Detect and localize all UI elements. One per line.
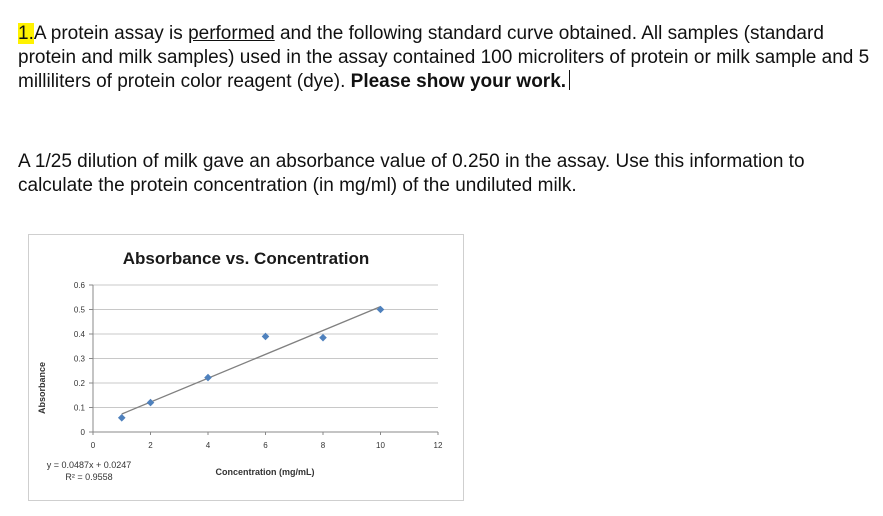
data-point <box>117 413 126 422</box>
question-paragraph: 1.A protein assay is performed and the f… <box>18 22 873 94</box>
question-text-part2: and the following standard curve obtaine… <box>18 23 870 92</box>
y-tick-label: 0.6 <box>74 281 86 290</box>
trendline-layer <box>121 306 381 415</box>
data-points <box>117 305 385 422</box>
x-tick-label: 10 <box>376 441 385 450</box>
question-text-part1: A protein assay is <box>33 23 189 44</box>
x-tick-label: 8 <box>321 441 326 450</box>
x-tick-label: 2 <box>148 441 153 450</box>
x-axis-label: Concentration (mg/mL) <box>216 467 315 477</box>
question-number: 1. <box>18 23 34 44</box>
y-tick-label: 0.4 <box>74 330 86 339</box>
y-axis-label: Absorbance <box>37 362 47 414</box>
data-point <box>204 373 212 382</box>
chart-title: Absorbance vs. Concentration <box>123 249 370 268</box>
y-tick-label: 0 <box>81 428 86 437</box>
bold-instruction: Please show your work. <box>350 71 567 92</box>
x-tick-label: 6 <box>263 441 268 450</box>
text-cursor <box>569 70 571 90</box>
data-point <box>146 398 155 407</box>
dilution-paragraph: A 1/25 dilution of milk gave an absorban… <box>18 151 805 196</box>
data-point <box>376 305 385 314</box>
underlined-word: performed <box>188 23 275 44</box>
y-tick-label: 0.2 <box>74 379 86 388</box>
y-tick-label: 0.5 <box>74 306 86 315</box>
r-squared-value: R² = 0.9558 <box>65 472 112 482</box>
x-tick-label: 12 <box>434 441 443 450</box>
y-tick-label: 0.1 <box>74 404 86 413</box>
gridlines <box>93 284 438 408</box>
chart-svg: Absorbance vs. Concentration 00.10.20.30… <box>37 249 443 482</box>
data-point <box>319 333 327 342</box>
axes: 0 0.1 0.2 0.3 0.4 0.5 0.6 0 2 4 6 8 10 12 <box>74 281 443 450</box>
x-tick-label: 4 <box>206 441 211 450</box>
x-tick-label: 0 <box>91 441 96 450</box>
trendline-equation: y = 0.0487x + 0.0247 <box>47 460 132 470</box>
linear-trendline <box>121 306 381 415</box>
y-tick-label: 0.3 <box>74 355 86 364</box>
standard-curve-chart: Absorbance vs. Concentration 0 0.1 0.2 0.3 0… <box>28 234 464 501</box>
